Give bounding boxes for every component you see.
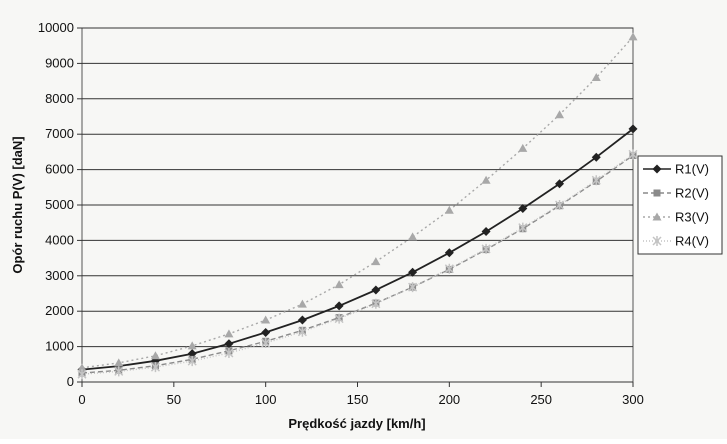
data-point — [628, 124, 638, 134]
x-tick-label: 300 — [622, 392, 644, 407]
data-point — [555, 179, 565, 189]
legend-item: R1(V) — [643, 162, 709, 177]
data-point — [150, 362, 160, 373]
series-r4-v — [77, 149, 638, 380]
tick-labels: 0100020003000400050006000700080009000100… — [38, 20, 644, 407]
y-tick-label: 10000 — [38, 20, 74, 35]
data-point — [518, 222, 528, 233]
data-point — [444, 205, 454, 214]
series-layer — [77, 32, 638, 380]
data-point — [444, 248, 454, 258]
data-point — [652, 164, 662, 174]
data-point — [444, 263, 454, 274]
data-point — [481, 243, 491, 254]
data-point — [555, 200, 565, 210]
data-point — [628, 32, 638, 41]
y-axis-label: Opór ruchu P(V) [daN] — [10, 136, 25, 273]
y-tick-label: 1000 — [45, 339, 74, 354]
data-point — [187, 356, 197, 367]
data-point — [334, 301, 344, 311]
legend-item: R4(V) — [643, 234, 709, 249]
y-tick-label: 8000 — [45, 91, 74, 106]
y-tick-label: 2000 — [45, 303, 74, 318]
y-tick-label: 3000 — [45, 268, 74, 283]
legend-box — [637, 155, 723, 255]
data-point — [297, 299, 307, 308]
x-tick-label: 0 — [78, 392, 85, 407]
data-point — [224, 339, 234, 349]
legend: R1(V) R2(V) R3(V) R4(V) — [637, 155, 723, 255]
data-point — [371, 257, 381, 266]
data-point — [371, 298, 381, 309]
data-point — [481, 175, 491, 184]
data-point — [408, 267, 418, 277]
data-point — [114, 366, 124, 377]
data-point — [187, 341, 197, 350]
data-point — [150, 351, 160, 360]
data-point — [653, 189, 661, 197]
data-point — [297, 326, 307, 337]
data-point — [77, 363, 87, 372]
data-point — [334, 313, 344, 324]
x-tick-label: 100 — [255, 392, 277, 407]
series-line — [81, 128, 634, 371]
series-line — [81, 36, 634, 369]
data-point — [408, 282, 418, 293]
data-point — [591, 152, 601, 162]
data-point — [518, 143, 528, 152]
data-point — [261, 315, 271, 324]
legend-label: R4(V) — [675, 234, 709, 249]
legend-label: R3(V) — [675, 210, 709, 225]
data-point — [114, 358, 124, 367]
data-point — [518, 204, 528, 214]
data-point — [652, 212, 662, 221]
data-point — [297, 315, 307, 325]
grid-lines — [77, 27, 634, 387]
y-tick-label: 9000 — [45, 55, 74, 70]
data-point — [628, 149, 638, 160]
x-tick-label: 50 — [167, 392, 181, 407]
legend-item: R3(V) — [643, 210, 709, 225]
x-tick-label: 200 — [438, 392, 460, 407]
x-axis-label: Prędkość jazdy [km/h] — [288, 416, 425, 431]
legend-label: R1(V) — [675, 162, 709, 177]
data-point — [591, 73, 601, 82]
y-tick-label: 5000 — [45, 197, 74, 212]
data-point — [408, 232, 418, 241]
data-point — [481, 227, 491, 237]
data-point — [77, 369, 87, 380]
data-point — [224, 347, 234, 358]
x-tick-label: 250 — [530, 392, 552, 407]
y-tick-label: 7000 — [45, 126, 74, 141]
data-point — [652, 236, 662, 246]
data-point — [261, 327, 271, 337]
y-tick-label: 4000 — [45, 232, 74, 247]
data-point — [224, 329, 234, 338]
data-point — [261, 338, 271, 349]
legend-label: R2(V) — [675, 186, 709, 201]
data-point — [591, 175, 601, 186]
data-point — [371, 285, 381, 295]
series-r3-v — [77, 32, 638, 372]
series-line — [81, 154, 634, 374]
x-tick-label: 150 — [347, 392, 369, 407]
legend-item: R2(V) — [643, 186, 709, 201]
y-tick-label: 0 — [67, 374, 74, 389]
data-point — [334, 280, 344, 289]
y-tick-label: 6000 — [45, 162, 74, 177]
data-point — [555, 110, 565, 119]
